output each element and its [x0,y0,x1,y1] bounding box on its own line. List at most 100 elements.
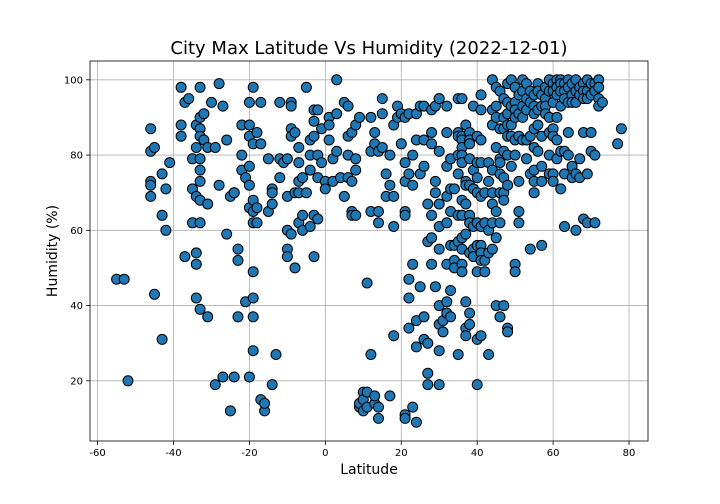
data-point [513,206,525,217]
data-point [388,330,400,342]
data-point [399,157,411,169]
data-point [175,130,187,142]
data-point [426,138,438,150]
data-point [285,100,297,112]
data-point [243,119,255,131]
data-point [255,138,267,150]
data-point [551,111,563,123]
data-point [156,333,168,345]
data-point [479,266,491,278]
data-point [297,209,309,221]
data-point [145,190,157,202]
data-point [376,142,388,153]
data-point [384,179,396,191]
data-point [350,153,362,165]
data-point [251,127,263,138]
data-point [145,123,157,135]
data-point [369,390,381,402]
data-point [194,303,206,315]
data-point [373,412,384,424]
data-point [323,119,335,131]
data-point [156,168,168,180]
data-point [179,251,191,263]
data-point [190,142,202,153]
data-point [464,138,476,150]
data-point [361,277,373,289]
data-point [471,172,483,184]
data-point [331,108,343,120]
data-point [505,160,517,172]
data-point [494,157,506,169]
data-point [498,300,510,312]
data-point [213,179,225,191]
data-point [373,206,384,217]
data-point [312,213,324,225]
y-tick-label: 40 [70,301,83,312]
data-point [266,379,278,391]
data-point [198,108,210,120]
data-point [395,138,407,150]
data-point [270,349,282,360]
chart-title: City Max Latitude Vs Humidity (2022-12-0… [170,38,567,59]
data-point [255,96,267,108]
data-point [471,379,483,391]
data-point [183,93,195,105]
data-point [426,232,438,244]
data-point [247,292,259,304]
data-point [445,311,457,323]
data-point [331,145,343,157]
data-point [247,345,259,357]
data-point [194,175,206,187]
data-point [475,89,487,101]
data-point [422,198,434,210]
data-point [388,221,400,232]
data-point [399,412,411,424]
data-point [160,183,172,195]
data-point [403,292,415,304]
data-point [289,127,301,138]
data-point [354,111,365,123]
data-point [373,401,384,413]
data-point [403,322,415,334]
data-point [490,232,502,244]
data-point [281,251,293,263]
data-point [536,239,548,251]
data-point [585,127,597,138]
data-point [202,198,214,210]
data-point [433,345,445,357]
data-point [338,190,350,202]
data-point [494,311,506,323]
data-point [247,266,259,278]
data-point [217,100,229,112]
data-point [160,224,172,236]
data-point [502,326,514,338]
data-point [262,153,274,165]
data-point [441,100,453,112]
data-point [316,157,328,169]
data-point [232,311,244,323]
data-point [175,119,187,131]
data-point [513,175,525,187]
data-point [308,130,320,142]
data-point [547,175,559,187]
data-point [232,243,244,255]
data-point [376,108,388,120]
data-point [243,96,255,108]
data-point [593,81,605,93]
data-point [384,390,396,402]
data-point [209,142,221,153]
data-point [490,206,502,217]
data-point [452,349,464,360]
data-point [149,142,160,153]
data-point [498,194,510,206]
data-point [365,349,377,360]
data-point [228,187,240,199]
data-point [308,251,320,263]
data-point [281,153,293,165]
data-point [331,74,343,86]
data-point [555,183,567,195]
data-point [559,221,570,232]
y-tick-label: 100 [64,75,83,86]
data-point [323,134,335,146]
data-point [407,149,419,161]
